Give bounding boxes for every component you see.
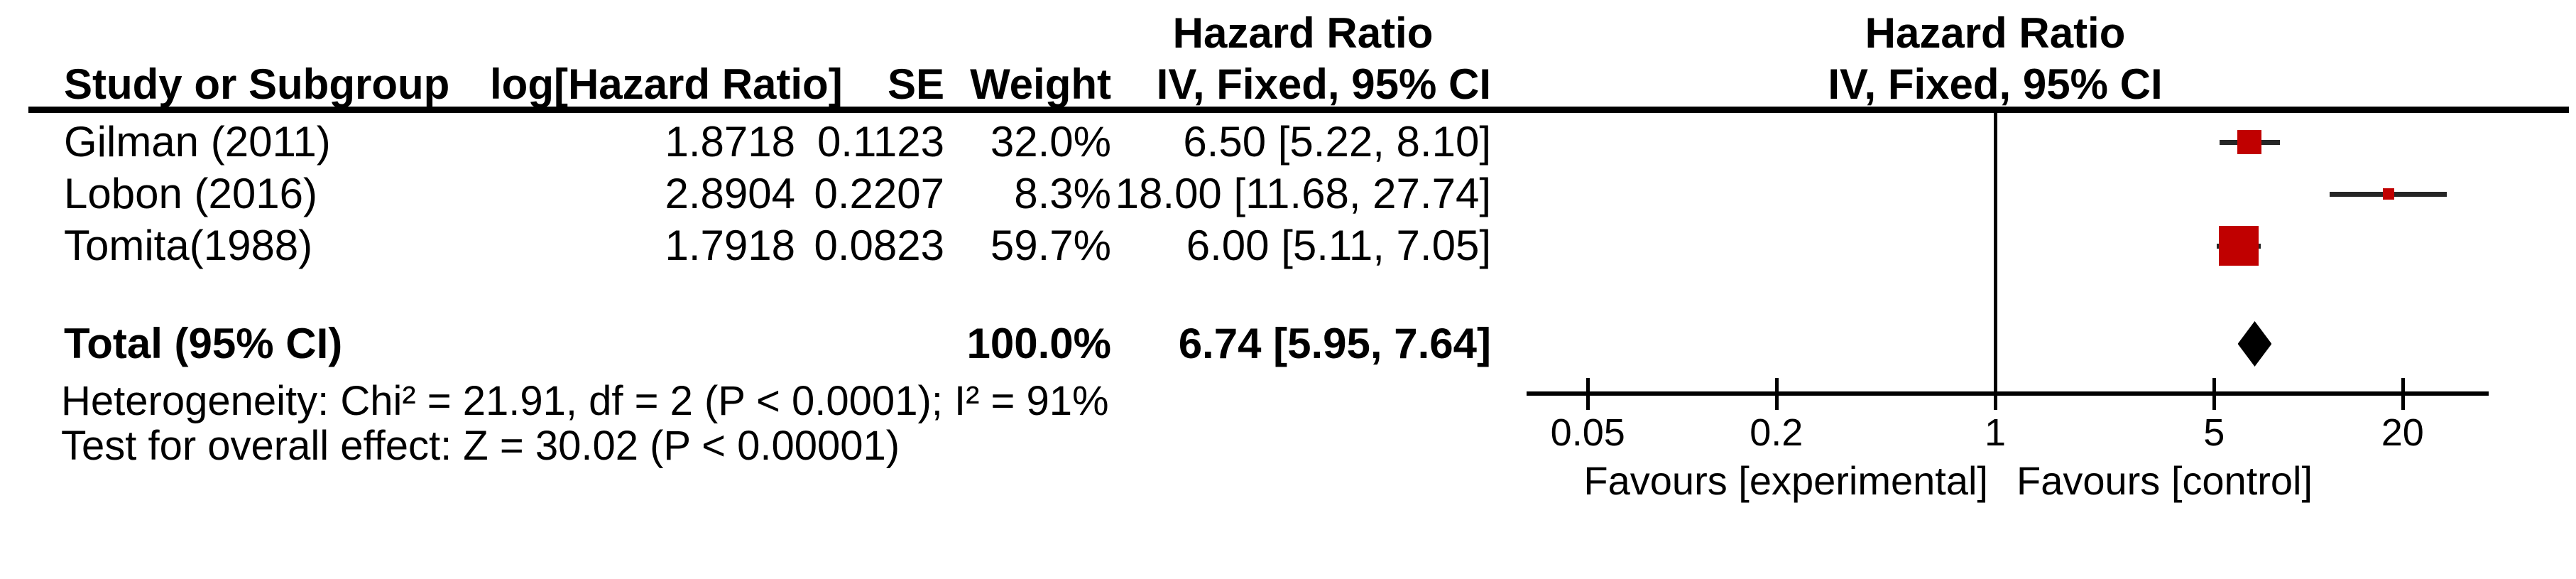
se-cell: 0.0823 bbox=[814, 222, 944, 269]
effect-header-table: Hazard Ratio bbox=[1172, 9, 1434, 57]
effect-square bbox=[2237, 130, 2262, 154]
total-diamond bbox=[2237, 321, 2272, 367]
axis-tick bbox=[2212, 378, 2217, 410]
col-header-se: SE bbox=[887, 60, 944, 108]
total-ci-text: 6.74 [5.95, 7.64] bbox=[1178, 320, 1491, 367]
ci-text-cell: 18.00 [11.68, 27.74] bbox=[1115, 170, 1491, 217]
axis-tick-label: 5 bbox=[2203, 411, 2225, 454]
col-header-log-hr: log[Hazard Ratio] bbox=[490, 60, 843, 108]
col-header-effect-method-table: IV, Fixed, 95% CI bbox=[1156, 60, 1491, 108]
ci-text-cell: 6.50 [5.22, 8.10] bbox=[1183, 118, 1491, 166]
effect-square bbox=[2219, 226, 2259, 266]
axis-tick bbox=[1774, 378, 1779, 410]
null-effect-line bbox=[1994, 113, 1997, 396]
axis-tick-label: 1 bbox=[1984, 411, 2007, 454]
axis-tick bbox=[1994, 378, 1997, 410]
favours-left-label: Favours [experimental] bbox=[1583, 458, 1988, 503]
se-cell: 0.1123 bbox=[817, 118, 944, 166]
total-weight: 100.0% bbox=[966, 320, 1112, 367]
axis-tick bbox=[2401, 378, 2405, 410]
favours-right-label: Favours [control] bbox=[2016, 458, 2313, 503]
weight-cell: 32.0% bbox=[990, 118, 1111, 166]
col-header-weight: Weight bbox=[970, 60, 1111, 108]
study-row: Lobon (2016) 2.8904 0.2207 8.3% 18.00 [11.68… bbox=[0, 169, 1633, 219]
log-hr-cell: 2.8904 bbox=[665, 170, 795, 217]
study-name-cell: Gilman (2011) bbox=[64, 118, 331, 166]
log-hr-cell: 1.7918 bbox=[665, 222, 795, 269]
weight-cell: 59.7% bbox=[990, 222, 1111, 269]
col-header-study: Study or Subgroup bbox=[64, 60, 450, 108]
study-row: Tomita(1988) 1.7918 0.0823 59.7% 6.00 [5.11,… bbox=[0, 221, 1633, 271]
x-axis-line bbox=[1527, 391, 2489, 396]
study-name-cell: Tomita(1988) bbox=[64, 222, 313, 269]
col-header-effect-method-plot: IV, Fixed, 95% CI bbox=[1828, 60, 2163, 108]
axis-tick-label: 0.2 bbox=[1750, 411, 1803, 454]
total-row: Total (95% CI) 100.0% 6.74 [5.95, 7.64] bbox=[0, 319, 1633, 369]
heterogeneity-text: Heterogeneity: Chi² = 21.91, df = 2 (P <… bbox=[61, 378, 1109, 424]
overall-effect-text: Test for overall effect: Z = 30.02 (P < … bbox=[61, 423, 900, 469]
log-hr-cell: 1.8718 bbox=[665, 118, 795, 166]
effect-square bbox=[2382, 188, 2394, 200]
header-separator-line bbox=[28, 107, 2569, 113]
axis-tick bbox=[1586, 378, 1590, 410]
axis-tick-label: 20 bbox=[2381, 411, 2424, 454]
ci-text-cell: 6.00 [5.11, 7.05] bbox=[1186, 222, 1491, 269]
se-cell: 0.2207 bbox=[814, 170, 944, 217]
axis-tick-label: 0.05 bbox=[1550, 411, 1625, 454]
total-label: Total (95% CI) bbox=[64, 320, 343, 367]
effect-header-plot: Hazard Ratio bbox=[1865, 9, 2126, 57]
study-row: Gilman (2011) 1.8718 0.1123 32.0% 6.50 [5.22… bbox=[0, 117, 1633, 167]
weight-cell: 8.3% bbox=[1014, 170, 1111, 217]
study-name-cell: Lobon (2016) bbox=[64, 170, 317, 217]
